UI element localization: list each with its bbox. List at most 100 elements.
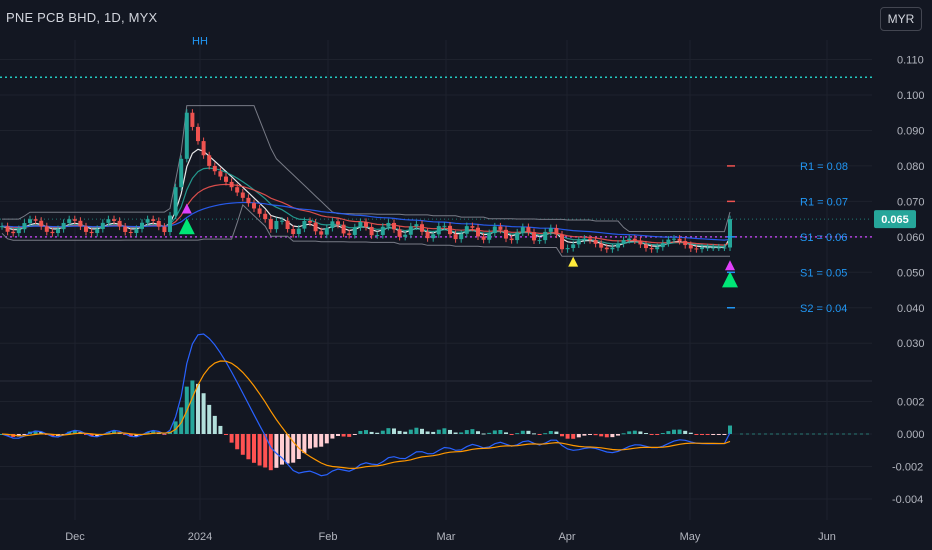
histogram-bar <box>201 393 206 434</box>
candle-body <box>375 234 380 236</box>
histogram-bar <box>593 434 598 436</box>
candle-body <box>212 165 217 172</box>
histogram-bar <box>515 433 520 435</box>
histogram-bar <box>537 434 542 435</box>
candle-body <box>302 220 307 229</box>
candle-body <box>0 226 4 228</box>
candle-body <box>201 141 206 156</box>
histogram-bar <box>627 431 632 434</box>
candle-body <box>459 233 464 240</box>
candle-body <box>257 208 262 214</box>
envelope-upper-line <box>2 105 731 233</box>
candle-body <box>106 219 111 223</box>
histogram-bar <box>425 431 430 434</box>
candle-body <box>151 219 156 221</box>
price-tick-label: 0.040 <box>897 303 925 315</box>
candle-body <box>100 222 105 230</box>
histogram-bar <box>263 434 268 468</box>
histogram-bar <box>229 434 234 443</box>
candle-body <box>604 247 609 250</box>
candle-body <box>358 221 363 228</box>
histogram-bar <box>442 428 447 434</box>
histogram-bar <box>532 433 536 435</box>
candle-body <box>84 226 88 232</box>
osc-tick-label: -0.002 <box>892 462 923 474</box>
histogram-bar <box>358 430 363 434</box>
histogram-bar <box>375 432 380 434</box>
candle-body <box>672 238 676 240</box>
histogram-bar <box>520 430 525 434</box>
candle-body <box>565 248 570 250</box>
histogram-bar <box>688 432 693 434</box>
histogram-bar <box>240 434 245 455</box>
candle-body <box>78 220 83 227</box>
histogram-bar <box>649 434 654 435</box>
candle-body <box>44 226 49 232</box>
candle-body <box>184 112 189 159</box>
candle-body <box>196 126 200 142</box>
candle-body <box>128 231 133 234</box>
histogram-bar <box>33 430 38 434</box>
candle-body <box>252 203 256 209</box>
histogram-bar <box>313 434 318 448</box>
histogram-bar <box>565 434 570 439</box>
candle-body <box>50 231 55 234</box>
histogram-bar <box>218 425 223 434</box>
candle-body <box>526 227 531 233</box>
candle-body <box>369 226 374 236</box>
candle-body <box>627 238 632 240</box>
currency-button[interactable]: MYR <box>880 7 922 31</box>
candle-body <box>246 197 251 204</box>
histogram-bar <box>722 434 727 435</box>
histogram-bar <box>364 430 368 434</box>
candle-body <box>476 227 480 237</box>
candle-body <box>291 229 296 234</box>
histogram-bar <box>509 434 514 435</box>
histogram-bar <box>106 431 111 434</box>
histogram-bar <box>196 383 200 434</box>
histogram-bar <box>498 430 503 434</box>
histogram-bar <box>134 434 139 437</box>
candle-body <box>117 220 122 227</box>
histogram-bar <box>487 432 492 434</box>
candle-body <box>11 231 16 234</box>
histogram-bar <box>347 434 352 437</box>
candle-body <box>347 233 352 235</box>
histogram-bar <box>336 434 340 436</box>
histogram-bar <box>173 421 178 434</box>
histogram-bar <box>655 434 660 435</box>
buy-marker <box>178 218 195 235</box>
histogram-bar <box>448 429 452 434</box>
candle-body <box>386 222 391 227</box>
histogram-bar <box>128 434 133 437</box>
candle-body <box>134 228 139 234</box>
candle-body <box>263 213 268 220</box>
histogram-bar <box>397 430 402 434</box>
pivot-label: R1 = 0.07 <box>800 196 848 208</box>
pivot-label: S1 = 0.05 <box>800 267 847 279</box>
candle-body <box>683 240 688 246</box>
histogram-bar <box>89 434 94 437</box>
pivot-label: S1 = 0.06 <box>800 232 847 244</box>
candle-body <box>442 225 447 227</box>
histogram-bar <box>39 431 44 434</box>
osc-tick-label: 0.002 <box>897 397 925 409</box>
magenta-marker <box>181 203 192 214</box>
price-tick-label: 0.080 <box>897 161 925 173</box>
candle-body <box>560 234 564 250</box>
candle-body <box>336 221 340 225</box>
candle-body <box>168 215 172 233</box>
histogram-bar <box>414 427 419 434</box>
histogram-bar <box>291 434 296 463</box>
candle-body <box>464 226 469 234</box>
histogram-bar <box>330 434 335 439</box>
candle-body <box>296 228 301 234</box>
candle-body <box>660 243 665 248</box>
candle-body <box>28 219 32 224</box>
price-tick-label: 0.100 <box>897 90 925 102</box>
histogram-bar <box>616 434 620 436</box>
candle-body <box>229 181 234 188</box>
candle-body <box>5 226 10 232</box>
